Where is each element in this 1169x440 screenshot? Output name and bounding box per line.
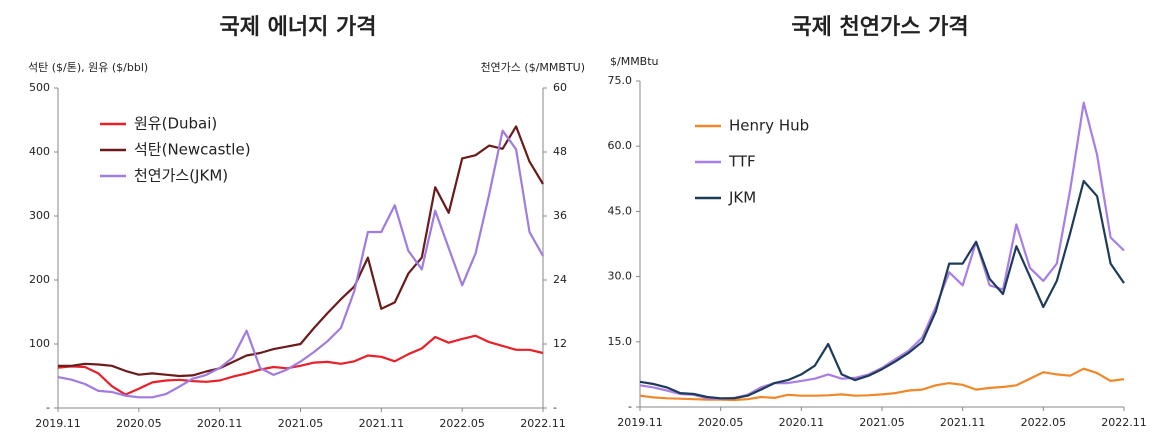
legend-label: 원유(Dubai) (134, 115, 217, 133)
y-tick-label: 45.0 (608, 204, 633, 217)
y2-tick-label: 60 (553, 81, 567, 94)
series-line (639, 101, 1125, 400)
x-tick-label: 2021.05 (859, 416, 905, 429)
x-tick-label: 2020.11 (197, 417, 243, 430)
y-tick-label: 500 (29, 81, 50, 94)
x-tick-label: 2022.05 (439, 417, 485, 430)
series-line (58, 125, 544, 378)
x-tick-label: 2021.11 (940, 416, 986, 429)
x-tick-label: 2020.05 (698, 416, 744, 429)
y2-tick-label: 24 (553, 273, 567, 286)
series-line (57, 129, 544, 399)
series-line (57, 334, 544, 396)
legend-label: Henry Hub (729, 117, 809, 135)
y2-tick-label: 36 (553, 209, 567, 222)
y-tick-label: 30.0 (608, 270, 633, 283)
series-line (639, 367, 1125, 402)
chart-title: 국제 에너지 가격 (220, 15, 377, 40)
x-tick-label: 2019.11 (35, 417, 81, 430)
y-tick-label: 75.0 (608, 74, 633, 87)
y-tick-label: 300 (29, 209, 50, 222)
x-tick-label: 2022.11 (1101, 416, 1147, 429)
legend-label: 천연가스(JKM) (134, 167, 228, 185)
y2-tick-label: - (553, 401, 557, 414)
y2-tick-label: 12 (553, 337, 567, 350)
y-tick-label: 100 (29, 337, 50, 350)
legend-label: JKM (728, 189, 756, 207)
x-tick-label: 2020.11 (779, 416, 825, 429)
series-line (639, 179, 1125, 400)
y-axis-label: $/MMBtu (610, 55, 659, 68)
y-tick-label: - (628, 400, 632, 413)
y-tick-label: 15.0 (608, 335, 633, 348)
x-tick-label: 2022.11 (520, 417, 566, 430)
legend-label: TTF (728, 153, 756, 171)
y-tick-label: 400 (29, 145, 50, 158)
x-tick-label: 2021.11 (359, 417, 405, 430)
y-tick-label: - (46, 401, 50, 414)
y2-tick-label: 48 (553, 145, 567, 158)
x-tick-label: 2020.05 (116, 417, 162, 430)
chart-title: 국제 천연가스 가격 (791, 15, 968, 40)
x-tick-label: 2021.05 (278, 417, 324, 430)
x-tick-label: 2019.11 (617, 416, 663, 429)
y-axis-label: 석탄 ($/톤), 원유 ($/bbl) (28, 61, 148, 74)
y-tick-label: 200 (29, 273, 50, 286)
x-tick-label: 2022.05 (1021, 416, 1067, 429)
y-tick-label: 60.0 (608, 139, 633, 152)
legend-label: 석탄(Newcastle) (134, 141, 251, 159)
y2-axis-label: 천연가스 ($/MMBTU) (480, 60, 585, 74)
